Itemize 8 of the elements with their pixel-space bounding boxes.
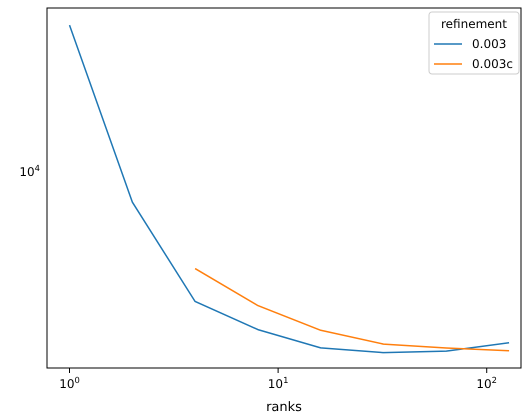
x-tick-label: 10$^{2}$ [476,375,498,391]
text: 10$^{4}$ [19,162,40,179]
legend-title: refinement [441,17,508,31]
x-tick-label: 10$^{1}$ [268,375,288,391]
x-tick-label: 10$^{0}$ [59,375,80,391]
x-axis-title: ranks [266,400,302,415]
legend-label: 0.003c [472,57,513,71]
legend-label: 0.003 [472,37,506,51]
